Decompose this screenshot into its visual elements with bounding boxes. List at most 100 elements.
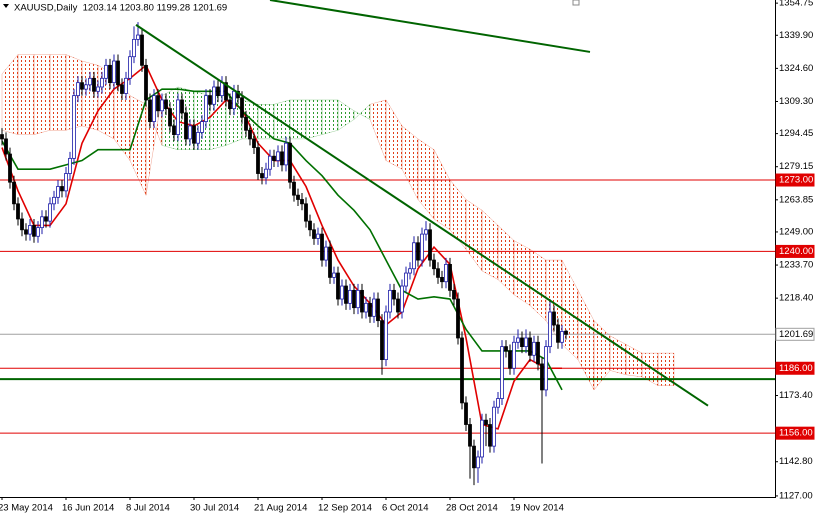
candle-body [460,337,464,404]
candle-body [420,233,424,261]
candle-body [180,99,184,114]
cloud-segment [17,54,35,135]
candle-body [12,181,16,205]
candle-body [32,225,36,237]
candle-body [372,298,376,317]
candle-body [0,134,4,140]
candle-body [472,445,476,469]
candle-body [440,276,444,283]
candle-body [100,77,104,88]
candle-body [136,34,140,40]
candle-body [516,337,520,343]
y-tick-label: 1294.45 [779,128,813,139]
candle-body [244,116,248,131]
candle-body [500,346,504,399]
candle-body [156,95,160,112]
candle-body [560,331,564,343]
candle-body [4,138,8,155]
candle-body [272,155,276,161]
candle-body [268,155,272,170]
candle-body [296,194,300,200]
x-tick-label: 16 Jun 2014 [62,503,114,514]
candle-body [544,346,548,391]
candle-body [452,289,456,300]
y-tick-label: 1279.15 [779,161,813,172]
candle-body [468,424,472,447]
candle-body [376,298,380,322]
candle-body [144,64,148,101]
trend-line [135,24,709,407]
level-label: 1156.00 [779,428,813,439]
candle-body [512,341,516,369]
level-label-box [775,426,815,440]
candle-body [564,330,568,335]
cloud-segment [33,54,51,135]
candle-body [248,129,252,140]
candle-body [528,337,532,356]
cloud-segment [257,104,275,140]
candle-body [28,225,32,235]
candle-body [524,337,528,348]
cloud-segment [321,99,339,135]
candle-body [16,203,20,220]
candle-body [324,246,328,261]
candle-body [232,90,236,110]
candle-body [88,77,92,86]
candle-body [56,186,60,198]
level-label-box [775,244,815,258]
candle-body [344,285,348,304]
candle-body [216,86,220,97]
candle-body [536,341,540,365]
candle-body [8,153,12,183]
level-label-box [775,361,815,375]
candle-body [208,95,212,105]
candle-body [124,77,128,94]
candle-body [340,285,344,300]
trend-line [269,0,591,53]
candle-body [532,341,536,356]
candle-body [84,84,88,90]
candle-body [436,268,440,278]
shift-marker[interactable] [572,0,580,6]
candle-body [308,220,312,231]
menu-icon[interactable] [3,4,9,8]
candle-body [320,233,324,261]
candle-body [228,99,232,110]
candle-body [400,285,404,313]
candle-body [204,95,208,122]
candle-body [424,229,428,235]
candle-body [448,264,452,291]
cloud-segment [81,60,99,131]
x-tick-label: 30 Jul 2014 [190,503,239,514]
y-tick-label: 1249.00 [779,226,813,237]
y-tick-label: 1233.70 [779,260,813,271]
candle-body [24,229,28,235]
candle-body [172,125,176,135]
candle-body [40,216,44,229]
level-label: 1186.00 [779,363,813,374]
candle-body [68,157,72,174]
x-tick-label: 23 May 2014 [0,503,53,514]
candle-body [332,272,336,278]
cloud-segment [513,240,531,306]
x-tick-label: 6 Oct 2014 [382,503,428,514]
candle-body [168,108,172,127]
x-tick-label: 12 Sep 2014 [318,503,372,514]
candle-body [288,142,292,183]
candle-body [404,272,408,287]
candle-body [356,289,360,309]
x-tick-label: 19 Nov 2014 [510,503,564,514]
candle-body [352,289,356,309]
candle-body [328,246,332,278]
candle-body [52,196,56,205]
candle-body [108,64,112,84]
candle-body [148,99,152,122]
candle-body [184,112,188,140]
candle-body [252,138,256,148]
candle-body [508,350,512,369]
candle-body [164,99,168,110]
x-tick-label: 28 Oct 2014 [446,503,498,514]
